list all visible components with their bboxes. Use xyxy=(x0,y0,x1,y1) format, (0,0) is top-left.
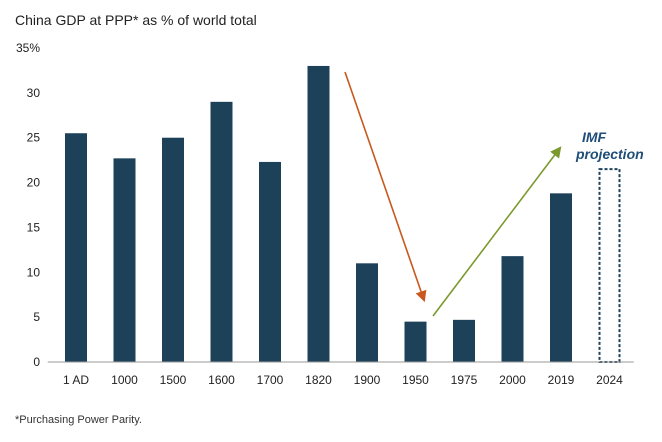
bar xyxy=(356,263,378,362)
y-tick-label: 15 xyxy=(27,220,41,234)
bar xyxy=(550,193,572,362)
bar xyxy=(259,161,281,362)
x-tick-label: 1500 xyxy=(160,373,187,387)
x-tick-label: 1950 xyxy=(402,373,429,387)
bar xyxy=(162,137,184,362)
bar xyxy=(453,319,475,362)
y-tick-label: 5 xyxy=(33,310,40,324)
annotation-projection: projection xyxy=(575,146,644,162)
decline-arrow xyxy=(344,71,427,303)
x-tick-label: 1 AD xyxy=(63,373,89,387)
bar xyxy=(65,133,87,362)
x-tick-label: 2000 xyxy=(499,373,526,387)
bar xyxy=(113,158,136,362)
annotation-imf: IMF xyxy=(582,129,607,145)
x-axis: 1 AD 1000 1500 1600 1700 1820 1900 1950 1975 2000… xyxy=(63,373,623,387)
bar xyxy=(501,256,524,362)
y-tick-label: 35% xyxy=(16,41,40,55)
footnote: *Purchasing Power Parity. xyxy=(15,414,142,426)
x-tick-label: 1900 xyxy=(354,373,381,387)
bar xyxy=(307,65,330,362)
y-tick-label: 30 xyxy=(27,86,41,100)
rise-arrow xyxy=(432,146,562,317)
bar xyxy=(210,101,233,362)
y-tick-label: 10 xyxy=(27,265,41,279)
y-tick-label: 25 xyxy=(27,131,41,145)
projected-bar xyxy=(598,168,621,363)
x-tick-label: 2024 xyxy=(596,373,623,387)
x-tick-label: 1820 xyxy=(305,373,332,387)
y-tick-label: 0 xyxy=(33,355,40,369)
x-tick-label: 1700 xyxy=(257,373,284,387)
y-axis: 0 5 10 15 20 25 30 35% xyxy=(16,41,40,369)
y-tick-label: 20 xyxy=(27,176,41,190)
chart-title: China GDP at PPP* as % of world total xyxy=(15,12,257,28)
bar xyxy=(404,321,427,362)
bars xyxy=(65,65,621,363)
x-tick-label: 2019 xyxy=(548,373,575,387)
x-tick-label: 1975 xyxy=(451,373,478,387)
x-tick-label: 1600 xyxy=(208,373,235,387)
x-tick-label: 1000 xyxy=(111,373,138,387)
